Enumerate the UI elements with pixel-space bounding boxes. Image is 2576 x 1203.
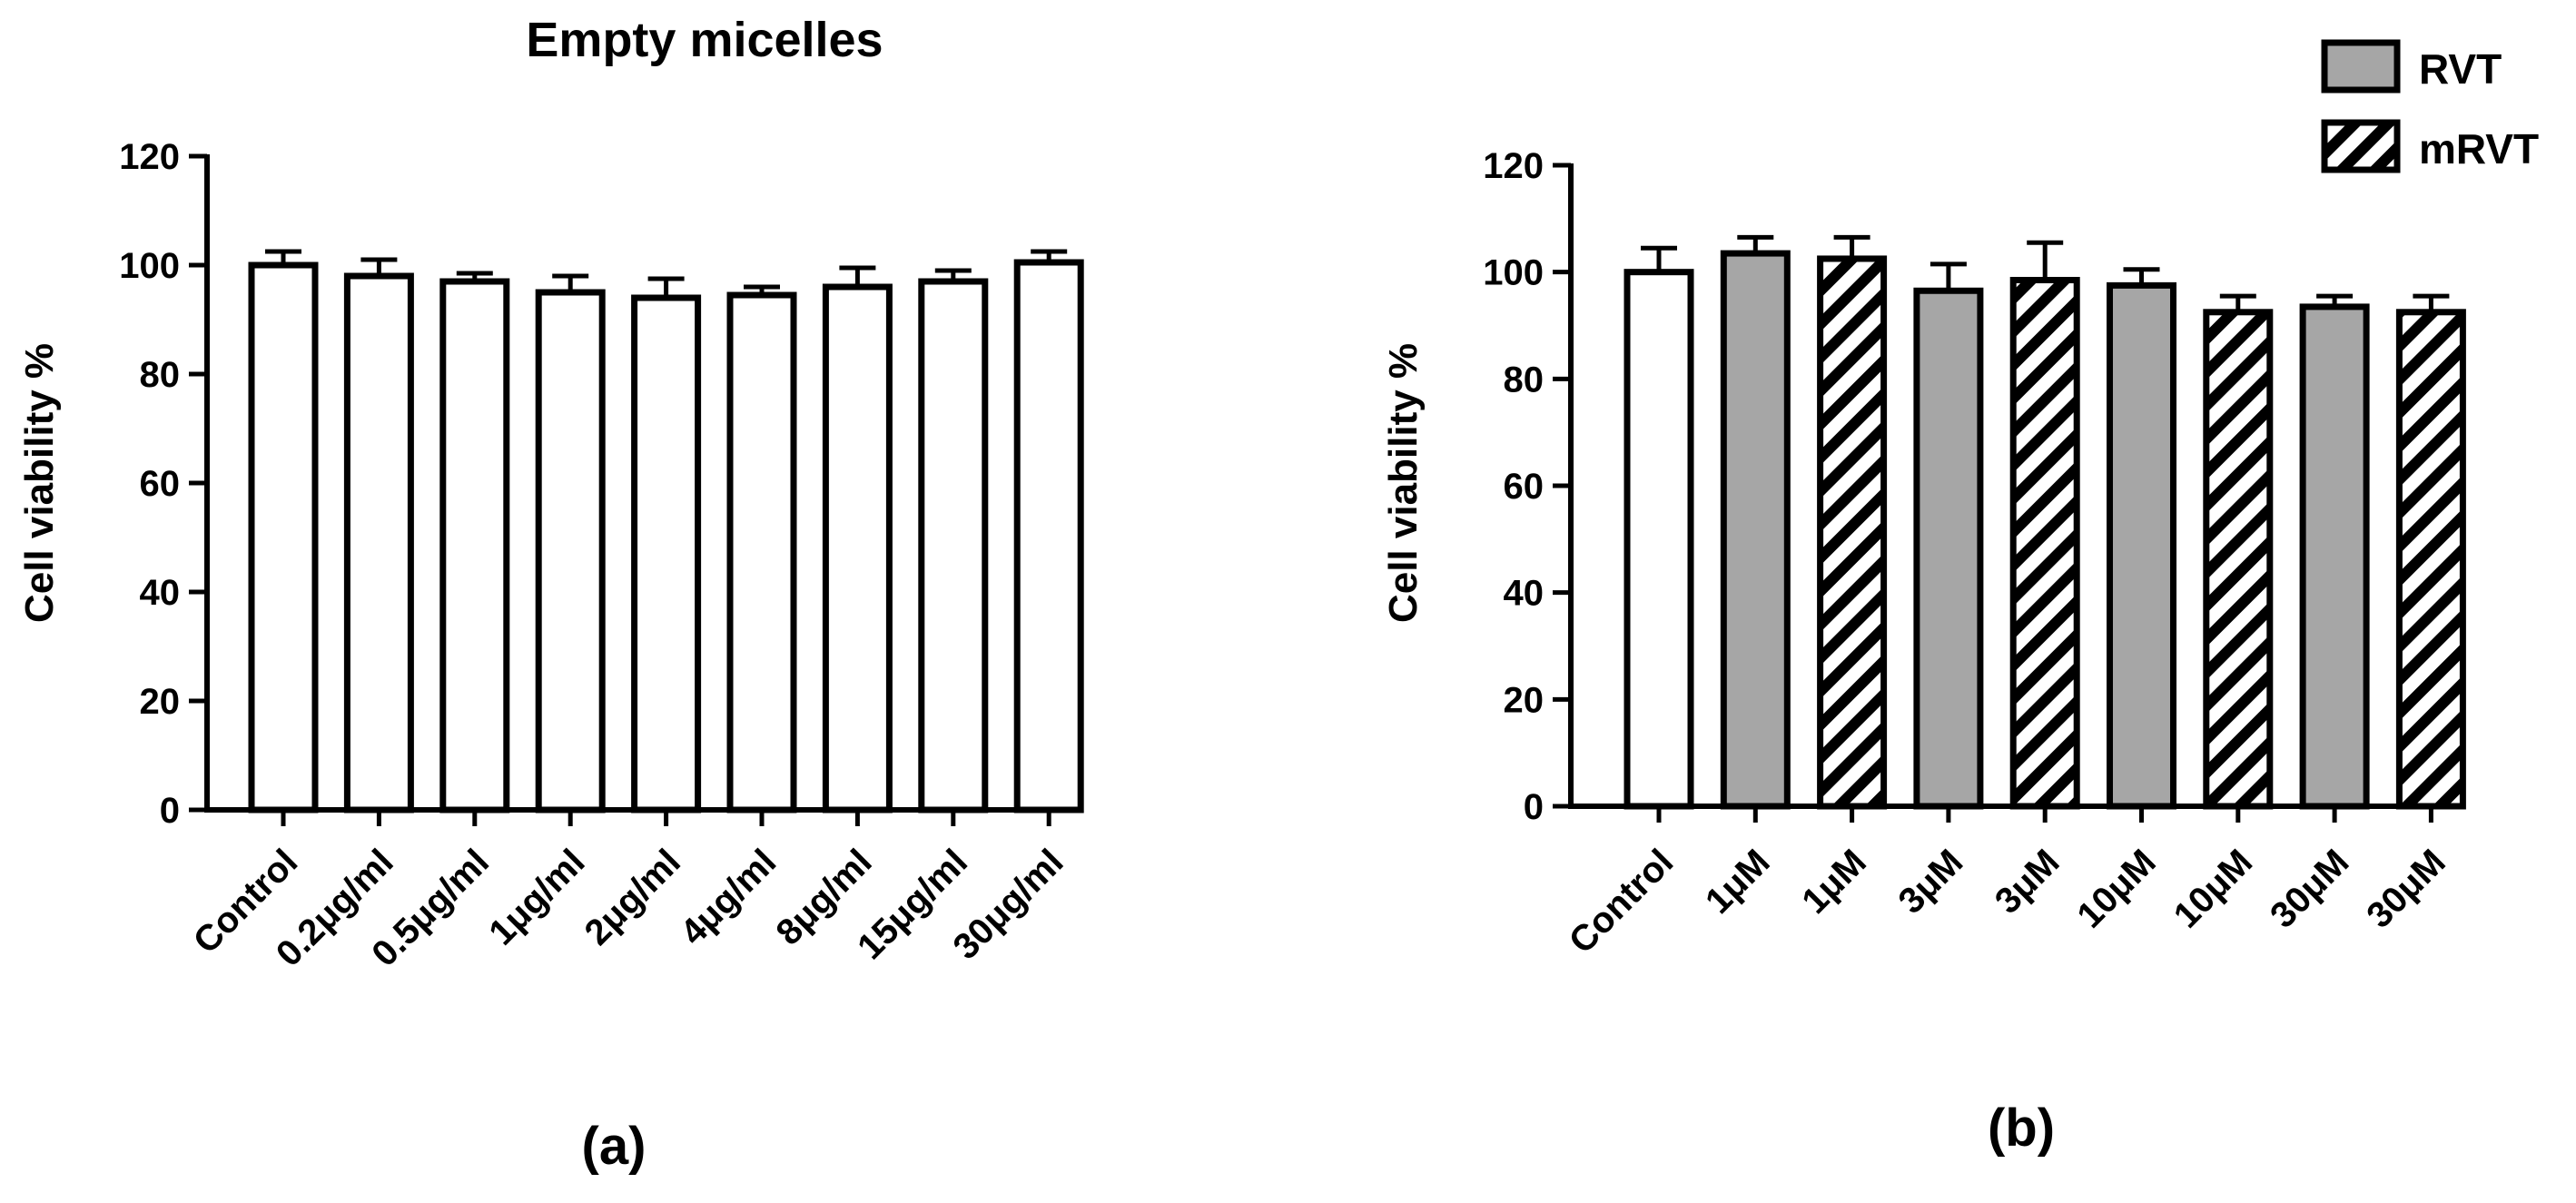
chart-a-bars bbox=[248, 249, 1084, 814]
bar bbox=[918, 278, 989, 814]
y-tick-label: 80 bbox=[140, 355, 181, 395]
bar bbox=[248, 261, 319, 814]
bar bbox=[631, 294, 702, 814]
x-tick-label: 2μg/ml bbox=[577, 842, 688, 952]
y-tick-label: 80 bbox=[1504, 360, 1545, 399]
y-tick-label: 20 bbox=[1504, 680, 1545, 720]
chart-b-ylabel: Cell viability % bbox=[1381, 343, 1426, 623]
chart-b-x-axis: Control 1μM 1μM 3μM 3μM 10μM 10μM 30μM 30μM bbox=[1562, 804, 2453, 961]
x-tick-label: 30μM bbox=[2263, 842, 2356, 935]
x-tick-label: 1μM bbox=[1698, 842, 1778, 922]
x-tick-label: 30μM bbox=[2359, 842, 2453, 935]
y-tick-label: 60 bbox=[1504, 467, 1545, 507]
x-tick-label: 3μM bbox=[1988, 842, 2068, 922]
chart-b-bars bbox=[1624, 234, 2466, 810]
y-tick-label: 60 bbox=[140, 464, 181, 504]
bar bbox=[1624, 269, 1694, 810]
bar bbox=[822, 283, 893, 814]
legend-label-mrvt: mRVT bbox=[2419, 125, 2539, 173]
y-tick-label: 0 bbox=[160, 791, 180, 831]
y-tick-label: 40 bbox=[140, 573, 181, 613]
bar bbox=[2203, 309, 2274, 810]
y-tick-label: 120 bbox=[119, 137, 180, 177]
x-tick-label: 10μM bbox=[2069, 842, 2163, 935]
y-tick-label: 40 bbox=[1504, 574, 1545, 614]
chart-a-title: Empty micelles bbox=[526, 13, 883, 67]
y-tick-label: 0 bbox=[1524, 787, 1544, 827]
chart-a-ylabel: Cell viability % bbox=[17, 343, 62, 623]
legend-swatch-mrvt bbox=[2321, 119, 2401, 173]
x-tick-label: 4μg/ml bbox=[673, 842, 784, 952]
bar bbox=[1013, 259, 1084, 814]
chart-b-legend: RVT mRVT bbox=[2321, 39, 2539, 173]
bar bbox=[535, 289, 606, 814]
bar bbox=[2009, 276, 2080, 810]
y-tick-label: 100 bbox=[119, 246, 180, 286]
chart-b-y-axis: 0 20 40 60 80 100 120 bbox=[1483, 146, 1574, 827]
y-tick-label: 20 bbox=[140, 682, 181, 722]
bar bbox=[439, 278, 510, 814]
bar bbox=[1913, 287, 1984, 810]
bar bbox=[2395, 309, 2466, 810]
x-tick-label: 3μM bbox=[1891, 842, 1971, 922]
bar bbox=[1720, 250, 1791, 810]
chart-b: Cell viability % 0 20 40 60 80 100 120 Control… bbox=[1381, 39, 2539, 1158]
x-tick-label: 1μg/ml bbox=[481, 842, 592, 952]
chart-a-x-axis: Control0.2μg/ml0.5μg/ml1μg/ml2μg/ml4μg/m… bbox=[186, 807, 1071, 974]
panel-label-b: (b) bbox=[1988, 1099, 2055, 1158]
bar bbox=[2107, 281, 2176, 810]
x-tick-label: 10μM bbox=[2166, 842, 2260, 935]
chart-a-y-axis: 0 20 40 60 80 100 120 bbox=[119, 137, 210, 831]
bar bbox=[2299, 303, 2370, 810]
chart-a: Empty micelles Cell viability % 0 20 40 60 8… bbox=[17, 13, 1084, 1176]
legend-swatch-rvt bbox=[2321, 39, 2401, 94]
y-tick-label: 120 bbox=[1483, 146, 1544, 186]
legend-label-rvt: RVT bbox=[2419, 45, 2502, 93]
y-tick-label: 100 bbox=[1483, 253, 1544, 293]
bar bbox=[343, 272, 414, 814]
x-tick-label: Control bbox=[1562, 842, 1682, 961]
bar bbox=[726, 291, 797, 814]
panel-label-a: (a) bbox=[582, 1117, 646, 1176]
x-tick-label: 1μM bbox=[1794, 842, 1874, 922]
bar bbox=[1817, 255, 1888, 810]
